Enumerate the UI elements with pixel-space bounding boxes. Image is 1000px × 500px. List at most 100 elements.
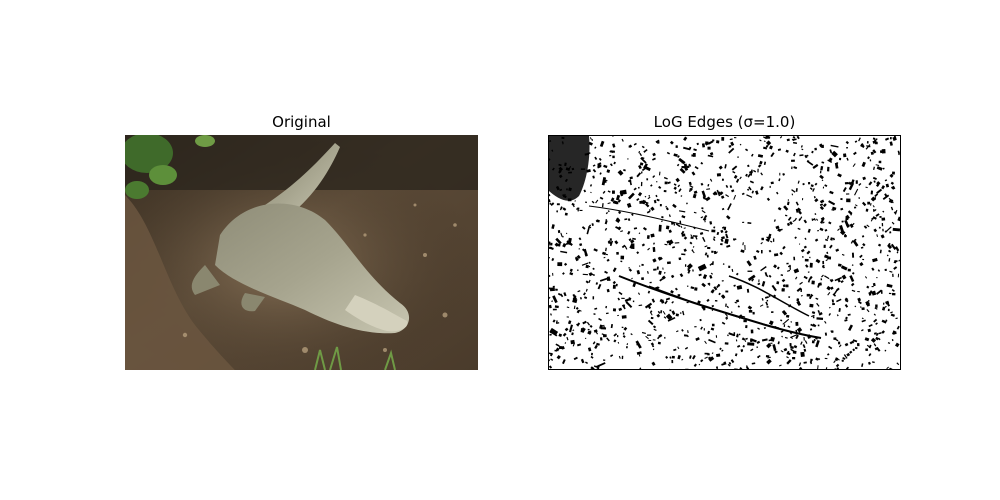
edge-speckle (772, 344, 777, 351)
edge-speckle (773, 253, 779, 257)
edge-speckle (827, 235, 830, 240)
edge-speckle (680, 230, 685, 235)
edge-speckle (691, 249, 694, 252)
edge-speckle (870, 219, 873, 222)
edge-speckle (650, 316, 654, 320)
edge-speckle (752, 169, 757, 173)
edge-speckle (737, 156, 739, 158)
edge-speckle (765, 274, 769, 278)
edge-speckle (646, 235, 650, 239)
edge-speckle (631, 247, 634, 250)
edge-speckle (796, 207, 802, 212)
edge-speckle (801, 148, 804, 151)
edge-speckle (621, 138, 624, 142)
edge-speckle (668, 214, 671, 218)
edge-speckle (862, 258, 865, 261)
edge-speckle (819, 227, 824, 232)
edge-speckle (811, 311, 816, 315)
edge-speckle (861, 317, 864, 320)
edge-speckle (599, 196, 604, 200)
edge-speckle (875, 332, 879, 337)
edge-speckle (795, 276, 798, 280)
edge-speckle (571, 332, 574, 336)
edge-speckle (612, 267, 617, 272)
edge-speckle (821, 161, 825, 164)
edge-speckle (866, 224, 870, 228)
edge-speckle (674, 287, 678, 291)
edge-speckle (631, 213, 634, 216)
edge-speckle (588, 224, 592, 227)
edge-speckle (747, 173, 751, 178)
edge-speckle (745, 337, 748, 340)
edge-speckle (610, 324, 613, 329)
edge-speckle (826, 251, 829, 255)
edge-speckle (636, 343, 640, 346)
edge-speckle (721, 349, 724, 352)
edge-speckle (854, 188, 859, 196)
edge-speckle (725, 290, 729, 293)
edge-speckle (607, 190, 611, 193)
edge-speckle (659, 278, 664, 282)
edge-speckle (799, 154, 804, 157)
edge-speckle (641, 263, 644, 266)
edge-speckle (827, 159, 833, 163)
edge-speckle (837, 173, 842, 178)
edge-speckle (701, 282, 706, 288)
edge-speckle (866, 344, 870, 348)
edge-speckle (881, 217, 886, 221)
edge-speckle (711, 229, 716, 233)
edge-speckle (809, 187, 813, 191)
edge-speckle (742, 315, 746, 318)
edge-speckle (803, 337, 805, 341)
edge-speckle (770, 181, 774, 185)
edge-speckle (677, 346, 680, 350)
edge-speckle (664, 243, 668, 246)
edge-speckle (887, 308, 890, 312)
edge-speckle (751, 278, 755, 282)
edge-speckle (863, 225, 868, 229)
edge-speckle (796, 136, 800, 140)
edge-speckle (846, 352, 851, 357)
edge-speckle (884, 179, 888, 182)
edge-speckle (819, 205, 825, 211)
edge-speckle (617, 169, 624, 176)
edge-speckle (592, 164, 596, 167)
edge-speckle (739, 176, 742, 180)
edge-speckle (653, 328, 657, 331)
edge-speckle (615, 226, 620, 230)
edge-speckle (849, 223, 854, 228)
edge-speckle (812, 163, 819, 169)
edge-speckle (848, 182, 854, 191)
edge-speckle (866, 141, 869, 144)
edge-speckle (812, 188, 815, 192)
edge-speckle (562, 207, 567, 211)
edge-speckle (594, 307, 598, 310)
edge-speckle (768, 294, 771, 298)
edge-speckle (768, 274, 772, 278)
edge-speckle (866, 285, 870, 289)
edge-speckle (779, 136, 783, 139)
edge-speckle (879, 216, 882, 218)
edge-speckle (704, 357, 707, 360)
edge-speckle (873, 209, 875, 212)
edge-speckle (861, 201, 867, 207)
edge-speckle (804, 340, 808, 344)
edge-speckle (796, 287, 802, 292)
edge-speckle (700, 359, 704, 363)
edge-speckle (818, 282, 822, 286)
edge-speckle (888, 367, 893, 369)
edge-speckle (819, 170, 822, 174)
edge-speckle (826, 285, 831, 291)
edge-speckle (771, 311, 774, 314)
edge-speckle (865, 144, 871, 150)
edge-speckle (791, 159, 795, 162)
edge-speckle (804, 237, 807, 240)
edge-speckle (894, 246, 900, 252)
edge-speckle (617, 297, 621, 301)
edge-speckle (692, 235, 698, 237)
edge-speckle (587, 347, 592, 352)
edge-speckle (890, 311, 893, 314)
edge-speckle (713, 286, 718, 291)
edge-speckle (650, 233, 655, 238)
edge-speckle (891, 292, 896, 296)
